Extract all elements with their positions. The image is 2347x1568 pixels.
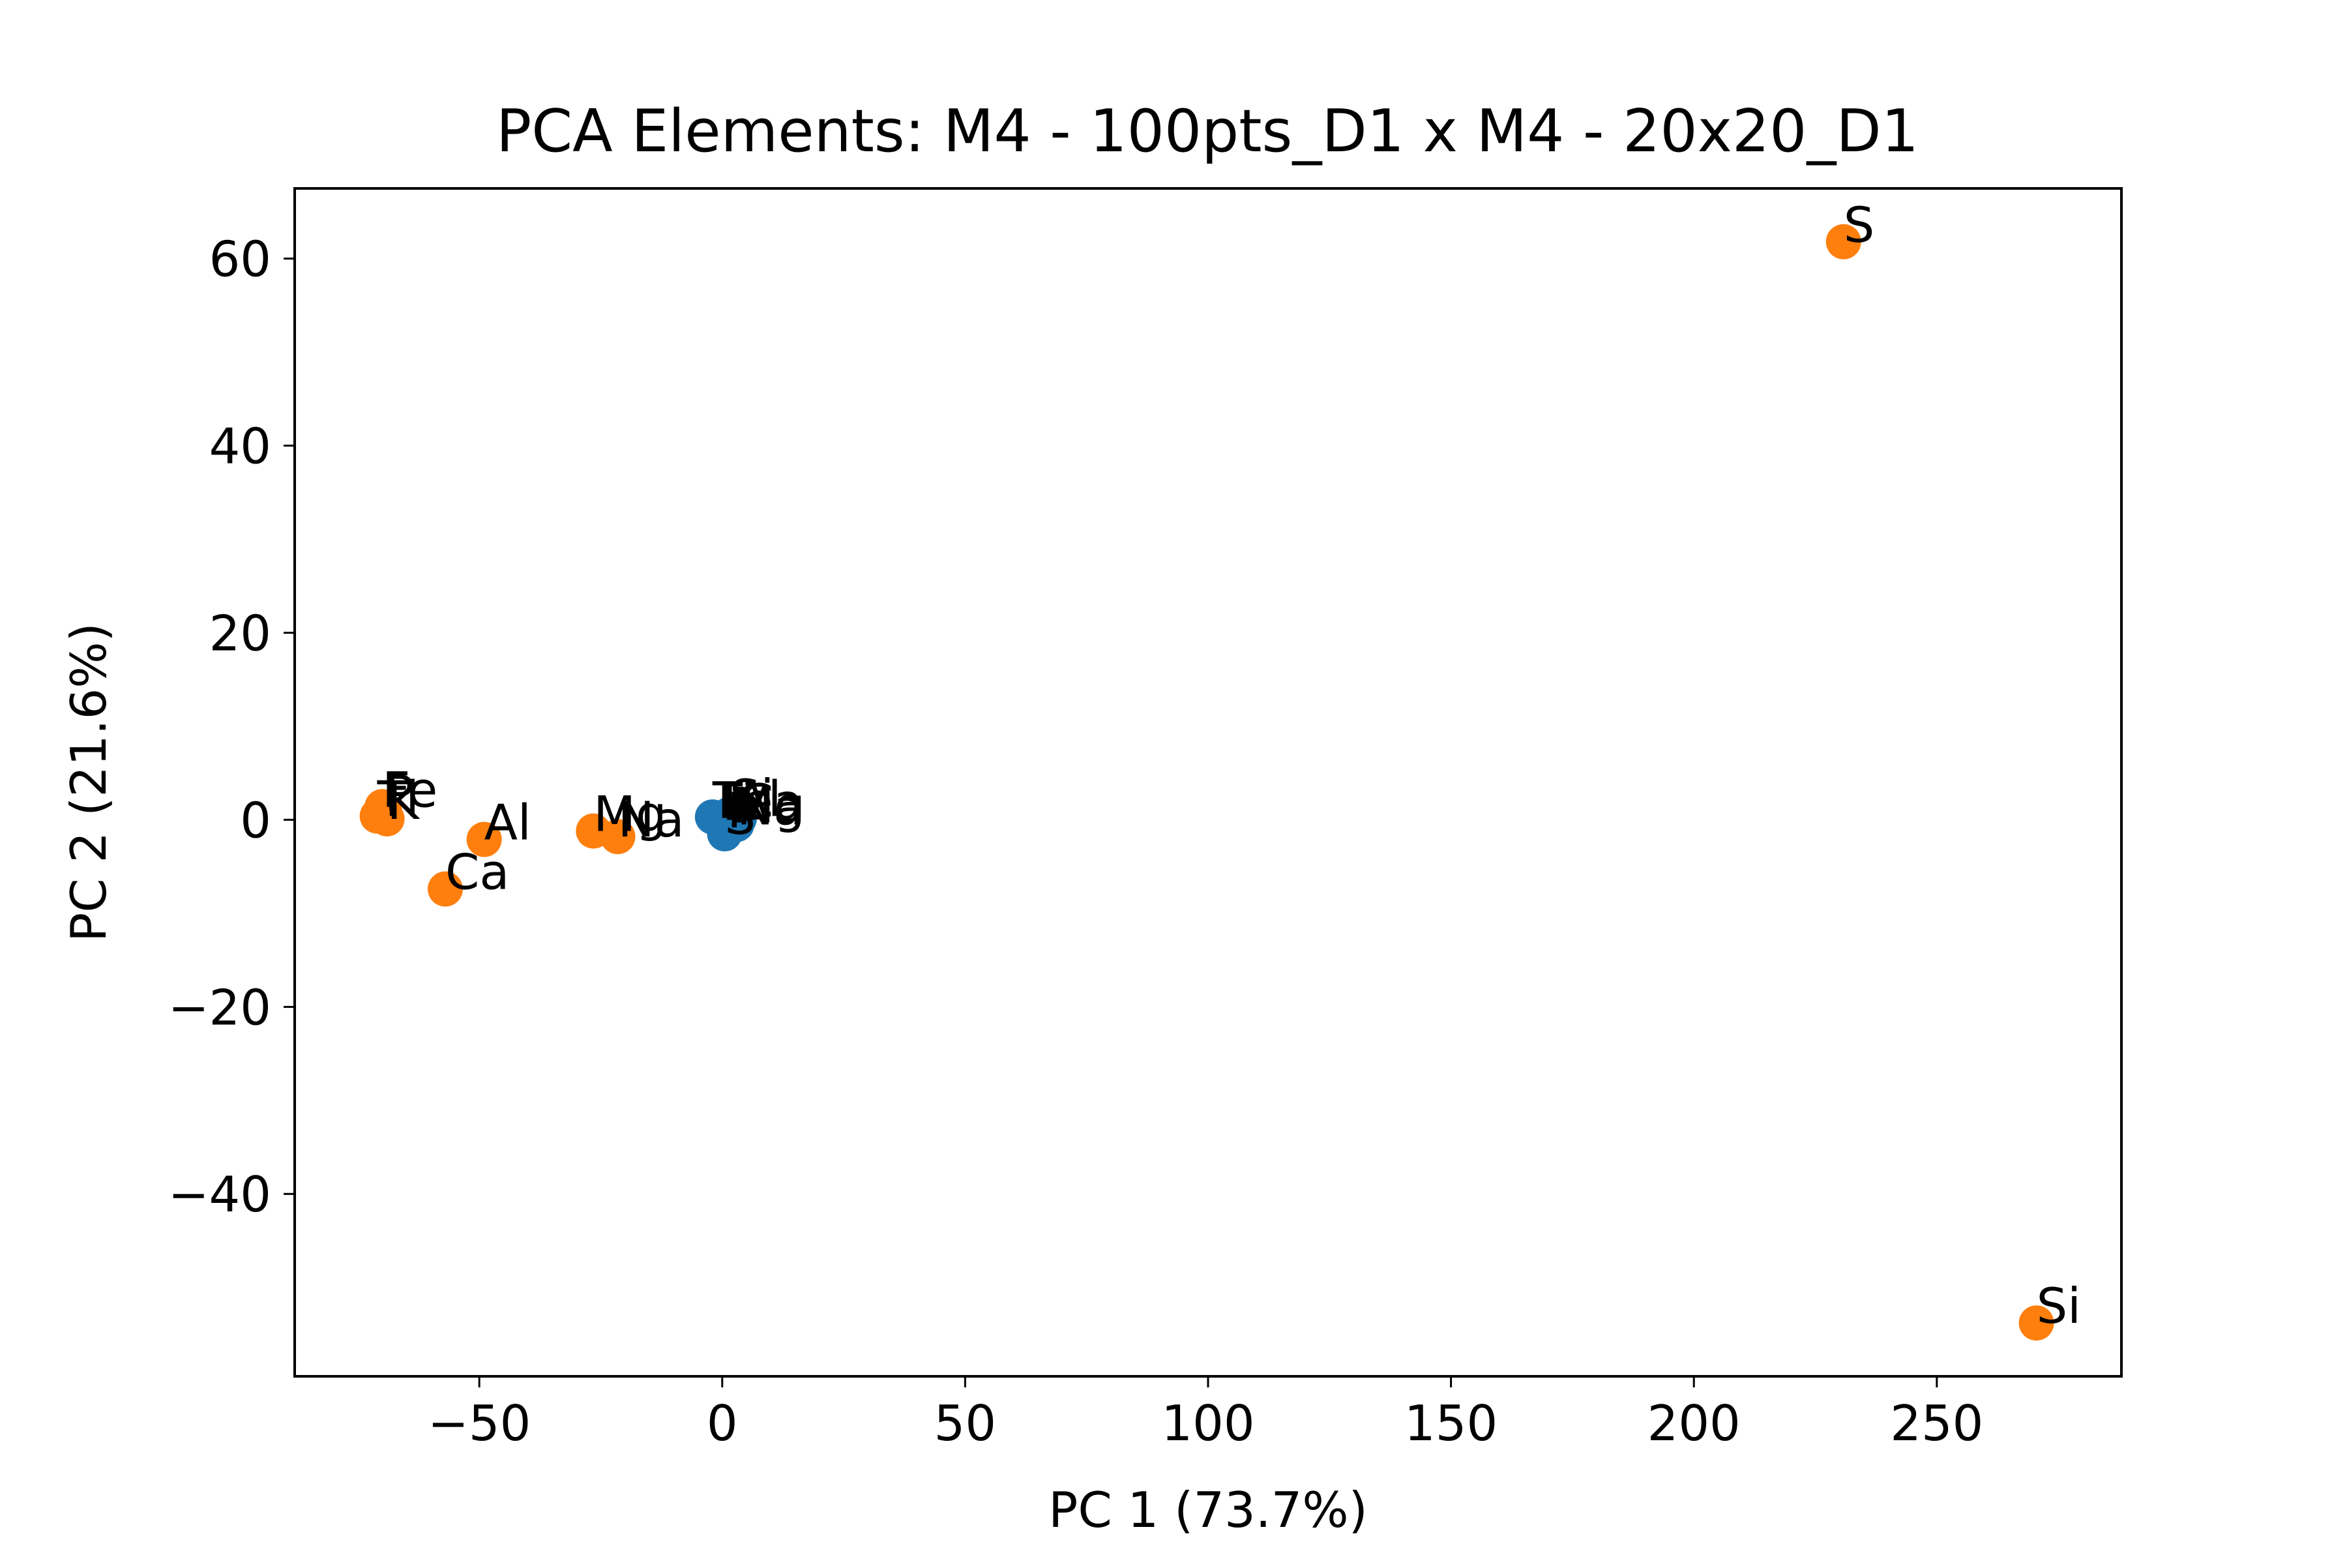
x-tick-label: 100 — [1161, 1395, 1254, 1452]
axis-ticks: −50 0 50 100 150 200 250 −40 −20 0 20 40 60 — [168, 231, 1984, 1452]
chart-title: PCA Elements: M4 - 100pts_D1 x M4 - 20x2… — [496, 97, 1919, 166]
scatter-point — [428, 871, 464, 907]
plot-area-frame — [293, 187, 2123, 1378]
point-label: Al — [484, 794, 531, 851]
point-label: P — [727, 782, 756, 839]
point-label: Ti — [712, 771, 754, 829]
y-tick-label: −20 — [168, 979, 271, 1036]
scatter-point — [709, 809, 745, 845]
point-label: Ti — [377, 771, 419, 828]
scatter-point — [466, 821, 502, 857]
scatter-point — [366, 793, 402, 829]
y-tick-label: 20 — [209, 604, 271, 662]
scatter-point — [600, 819, 636, 855]
y-tick-label: 40 — [209, 418, 271, 475]
point-label: Si — [2037, 1277, 2081, 1335]
point-label: Si — [730, 769, 774, 826]
y-tick-label: 60 — [209, 231, 271, 288]
point-label: Mg — [732, 777, 805, 835]
scatter-point — [2018, 1305, 2054, 1341]
point-label: Fe — [382, 761, 437, 818]
point-label: Al — [734, 771, 781, 828]
y-tick-label: −40 — [168, 1166, 271, 1223]
point-label: Ca — [445, 844, 509, 901]
x-tick-label: 0 — [707, 1395, 738, 1452]
point-label: P — [385, 765, 414, 822]
point-label: S — [725, 788, 756, 846]
point-label: Na — [737, 779, 803, 836]
scatter-point — [1825, 224, 1861, 259]
x-tick-label: 50 — [934, 1395, 996, 1452]
point-label: Fe — [717, 773, 773, 830]
point-label: K — [722, 774, 756, 831]
x-tick-label: −50 — [428, 1395, 531, 1452]
point-label: S — [1844, 196, 1875, 254]
y-axis-label: PC 2 (21.6%) — [60, 623, 117, 942]
point-label: Ca — [739, 773, 803, 831]
x-tick-label: 150 — [1404, 1395, 1498, 1452]
x-axis-label: PC 1 (73.7%) — [1048, 1481, 1368, 1539]
point-label: Mg — [593, 786, 666, 843]
y-tick-label: 0 — [240, 791, 271, 849]
point-label: Na — [618, 791, 685, 848]
point-label: K — [387, 773, 421, 831]
x-tick-label: 200 — [1647, 1395, 1741, 1452]
x-tick-label: 250 — [1890, 1395, 1983, 1452]
